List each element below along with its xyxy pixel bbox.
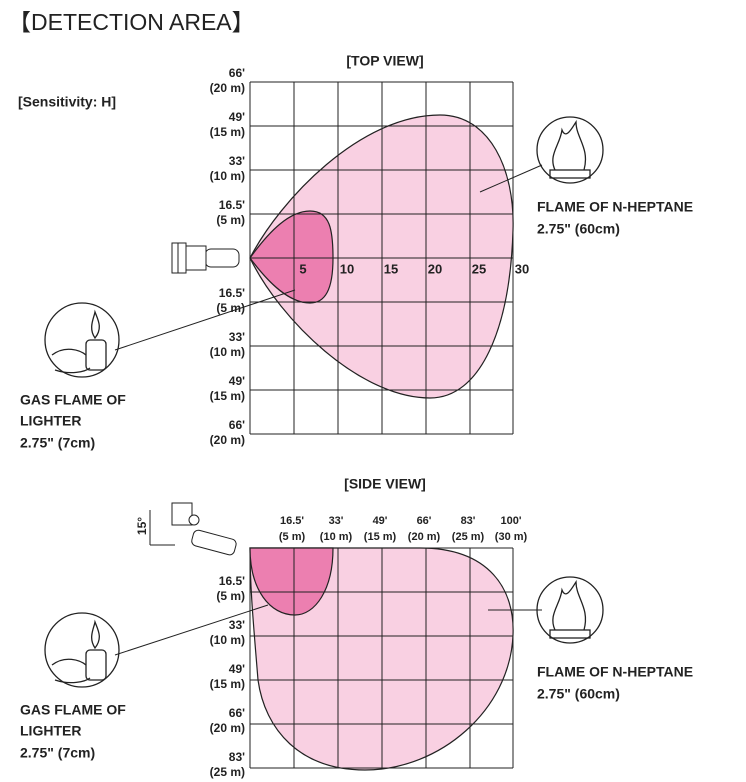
x-label-ft: 100'	[501, 515, 522, 527]
lighter-label: GAS FLAME OF	[20, 702, 126, 718]
x-label: 10	[340, 261, 354, 276]
leader-line	[114, 604, 269, 656]
flame-icon	[536, 116, 604, 184]
y-label-m: (15 m)	[210, 389, 245, 403]
lighter-label: LIGHTER	[20, 413, 81, 429]
y-label-m: (5 m)	[216, 301, 245, 315]
y-label-ft: 16.5'	[219, 574, 245, 588]
side-grid	[249, 547, 514, 769]
y-label-ft: 16.5'	[219, 286, 245, 300]
side-sensor	[171, 502, 237, 556]
y-label-ft: 33'	[229, 154, 245, 168]
lighter-label: GAS FLAME OF	[20, 392, 126, 408]
flame-label: FLAME OF N-HEPTANE	[537, 199, 693, 215]
y-label-ft: 83'	[229, 750, 245, 764]
x-label-ft: 66'	[417, 515, 432, 527]
y-label-m: (10 m)	[210, 345, 245, 359]
x-label-m: (5 m)	[279, 531, 306, 543]
y-label-m: (5 m)	[216, 213, 245, 227]
flame-size: 2.75" (60cm)	[537, 221, 620, 237]
y-label-m: (15 m)	[210, 125, 245, 139]
lighter-icon	[44, 612, 120, 688]
y-label-m: (20 m)	[210, 721, 245, 735]
x-label-m: (20 m)	[408, 531, 441, 543]
x-label-ft: 16.5'	[280, 515, 304, 527]
side-view-title: [SIDE VIEW]	[344, 476, 426, 492]
x-label-m: (30 m)	[495, 531, 528, 543]
x-label-ft: 83'	[461, 515, 476, 527]
x-label: 5	[299, 261, 306, 276]
y-label-ft: 66'	[229, 418, 245, 432]
x-label: 25	[472, 261, 486, 276]
lighter-size: 2.75" (7cm)	[20, 745, 95, 761]
small-flame-area	[249, 547, 334, 616]
lighter-icon	[44, 302, 120, 378]
x-label-ft: 33'	[329, 515, 344, 527]
lighter-size: 2.75" (7cm)	[20, 435, 95, 451]
x-label-m: (25 m)	[452, 531, 485, 543]
top-grid	[249, 81, 514, 435]
flame-size: 2.75" (60cm)	[537, 686, 620, 702]
lighter-label: LIGHTER	[20, 723, 81, 739]
flame-icon	[536, 576, 604, 644]
y-label-ft: 16.5'	[219, 198, 245, 212]
y-label-ft: 66'	[229, 706, 245, 720]
y-label-ft: 49'	[229, 662, 245, 676]
x-label: 15	[384, 261, 398, 276]
flame-label: FLAME OF N-HEPTANE	[537, 664, 693, 680]
y-label-ft: 33'	[229, 618, 245, 632]
small-flame-area	[249, 210, 334, 304]
y-label-m: (25 m)	[210, 765, 245, 779]
page-title: 【DETECTION AREA】	[8, 9, 255, 35]
y-label-ft: 49'	[229, 110, 245, 124]
top-view-title: [TOP VIEW]	[346, 53, 423, 69]
y-label-m: (10 m)	[210, 169, 245, 183]
y-label-m: (20 m)	[210, 433, 245, 447]
y-label-ft: 66'	[229, 66, 245, 80]
y-label-m: (5 m)	[216, 589, 245, 603]
x-label-m: (10 m)	[320, 531, 353, 543]
angle-label: 15°	[135, 517, 149, 535]
sensitivity: [Sensitivity: H]	[18, 94, 116, 110]
x-label-ft: 49'	[373, 515, 388, 527]
leader-line	[114, 289, 296, 351]
x-label: 30	[515, 261, 529, 276]
x-label-m: (15 m)	[364, 531, 397, 543]
top-sensor	[171, 242, 240, 274]
y-label-ft: 33'	[229, 330, 245, 344]
y-label-ft: 49'	[229, 374, 245, 388]
y-label-m: (15 m)	[210, 677, 245, 691]
x-label: 20	[428, 261, 442, 276]
leader-line	[479, 164, 543, 193]
y-label-m: (10 m)	[210, 633, 245, 647]
y-label-m: (20 m)	[210, 81, 245, 95]
